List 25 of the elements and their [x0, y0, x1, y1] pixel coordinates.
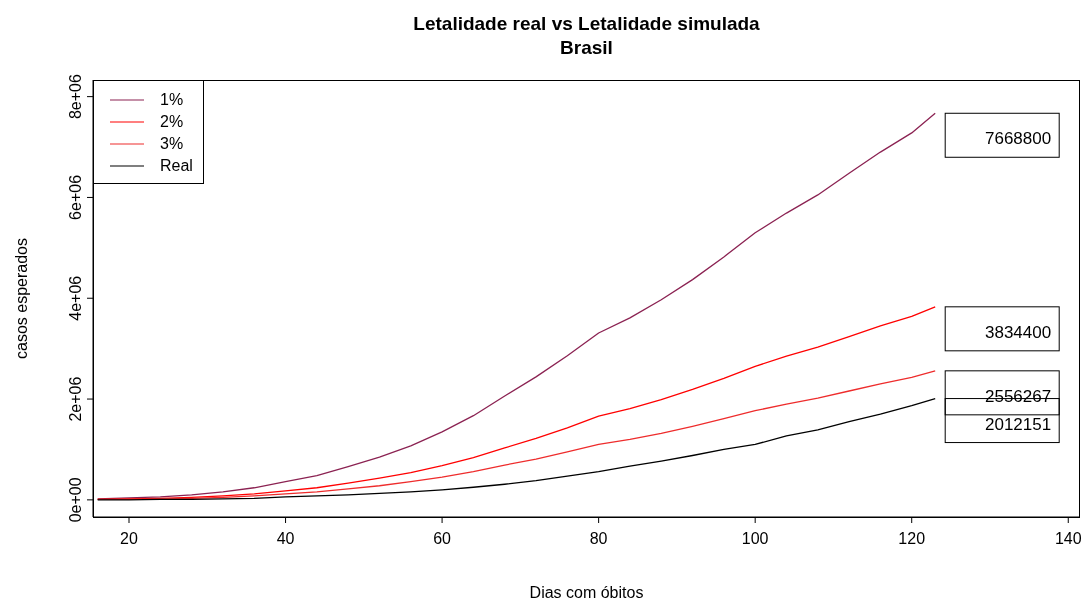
annotation: 7668800 [985, 129, 1052, 149]
chart-subtitle: Brasil [559, 36, 614, 60]
y-tick-label: 0e+00 [67, 477, 84, 523]
legend-label: 3% [160, 134, 184, 154]
y-axis-title: casos esperados [12, 238, 30, 359]
legend-label: Real [160, 156, 193, 176]
y-tick-label: 8e+06 [67, 74, 84, 120]
x-tick-label: 120 [898, 530, 926, 548]
x-tick-label: 40 [276, 530, 295, 548]
x-tick-label: 20 [120, 530, 138, 548]
annotation: 2012151 [985, 414, 1052, 434]
x-axis-title: Dias com óbitos [529, 584, 644, 601]
y-tick-label: 4e+06 [67, 275, 84, 321]
legend-label: 1% [160, 90, 184, 110]
line-series [97, 397, 936, 501]
y-tick-label: 2e+06 [67, 376, 84, 422]
chart-title: Letalidade real vs Letalidade simulada [412, 12, 761, 36]
line-series [97, 112, 936, 500]
x-tick-label: 140 [1054, 530, 1082, 548]
y-tick-label: 6e+06 [67, 174, 84, 220]
x-tick-label: 100 [741, 530, 769, 548]
annotation: 3834400 [985, 322, 1052, 342]
x-tick-label: 80 [589, 530, 608, 548]
x-tick-label: 60 [433, 530, 452, 548]
legend-label: 2% [160, 112, 184, 132]
